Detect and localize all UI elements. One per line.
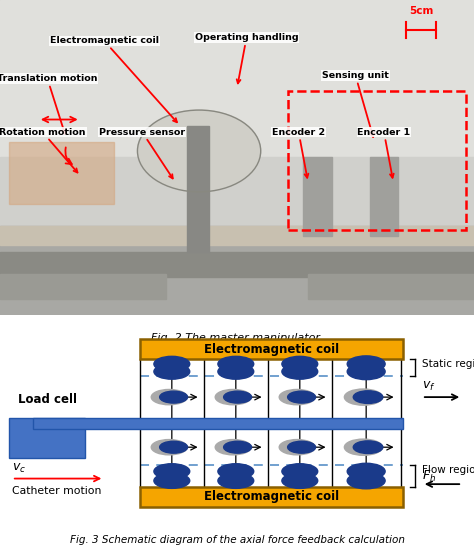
Text: Electromagnetic coil: Electromagnetic coil xyxy=(50,37,177,122)
Circle shape xyxy=(218,473,254,488)
Bar xyxy=(140,487,403,507)
Circle shape xyxy=(353,441,383,453)
Circle shape xyxy=(353,391,383,404)
Bar xyxy=(288,91,466,230)
Circle shape xyxy=(347,463,385,480)
Circle shape xyxy=(288,441,316,453)
Circle shape xyxy=(154,364,190,379)
Circle shape xyxy=(282,364,318,379)
Circle shape xyxy=(288,391,316,403)
Text: 5cm: 5cm xyxy=(409,6,433,16)
Circle shape xyxy=(151,389,187,405)
Text: Fig. 3 Schematic diagram of the axial force feedback calculation: Fig. 3 Schematic diagram of the axial fo… xyxy=(70,535,404,545)
Bar xyxy=(0,226,474,315)
Text: Electromagnetic coil: Electromagnetic coil xyxy=(204,490,339,503)
Bar xyxy=(0,252,474,277)
Bar xyxy=(308,274,474,299)
Circle shape xyxy=(347,356,385,372)
Bar xyxy=(0,158,474,226)
Circle shape xyxy=(218,356,254,371)
Bar xyxy=(9,418,85,458)
Circle shape xyxy=(347,473,385,489)
Circle shape xyxy=(218,464,254,479)
Circle shape xyxy=(224,441,252,453)
Bar xyxy=(9,142,114,205)
Circle shape xyxy=(279,389,315,405)
Circle shape xyxy=(344,389,382,405)
Text: $F_h$: $F_h$ xyxy=(422,468,436,484)
Bar xyxy=(33,418,403,429)
Circle shape xyxy=(344,439,382,455)
Text: Rotation motion: Rotation motion xyxy=(0,127,86,172)
Circle shape xyxy=(154,473,190,488)
Bar xyxy=(0,0,474,158)
Circle shape xyxy=(160,441,188,453)
Circle shape xyxy=(279,440,315,455)
Text: Catheter motion: Catheter motion xyxy=(12,486,101,496)
Circle shape xyxy=(218,364,254,379)
Bar xyxy=(187,126,209,252)
Text: Static region: Static region xyxy=(422,359,474,369)
Text: $v_c$: $v_c$ xyxy=(12,462,26,475)
Text: Load cell: Load cell xyxy=(18,393,77,406)
Circle shape xyxy=(282,473,318,488)
Text: Pressure sensor: Pressure sensor xyxy=(99,127,185,178)
Text: Fig. 2 The master manipulator.: Fig. 2 The master manipulator. xyxy=(151,333,323,344)
Bar xyxy=(0,274,166,299)
Text: Encoder 1: Encoder 1 xyxy=(357,127,410,178)
Text: Flow region: Flow region xyxy=(422,465,474,475)
Bar xyxy=(370,158,398,236)
Text: Encoder 2: Encoder 2 xyxy=(272,127,325,178)
Polygon shape xyxy=(137,110,261,192)
Text: Electromagnetic coil: Electromagnetic coil xyxy=(204,342,339,356)
Circle shape xyxy=(151,440,187,455)
Text: Sensing unit: Sensing unit xyxy=(322,71,389,137)
Circle shape xyxy=(224,391,252,403)
Circle shape xyxy=(347,363,385,380)
Text: Operating handling: Operating handling xyxy=(195,33,298,83)
Text: Translation motion: Translation motion xyxy=(0,74,98,134)
Circle shape xyxy=(154,356,190,371)
Circle shape xyxy=(282,356,318,371)
Circle shape xyxy=(215,440,251,455)
Circle shape xyxy=(160,391,188,403)
Bar xyxy=(303,158,332,236)
Bar xyxy=(140,339,403,359)
Text: $v_f$: $v_f$ xyxy=(422,380,436,393)
Bar xyxy=(0,226,474,245)
Circle shape xyxy=(282,464,318,479)
Circle shape xyxy=(215,389,251,405)
Circle shape xyxy=(154,464,190,479)
